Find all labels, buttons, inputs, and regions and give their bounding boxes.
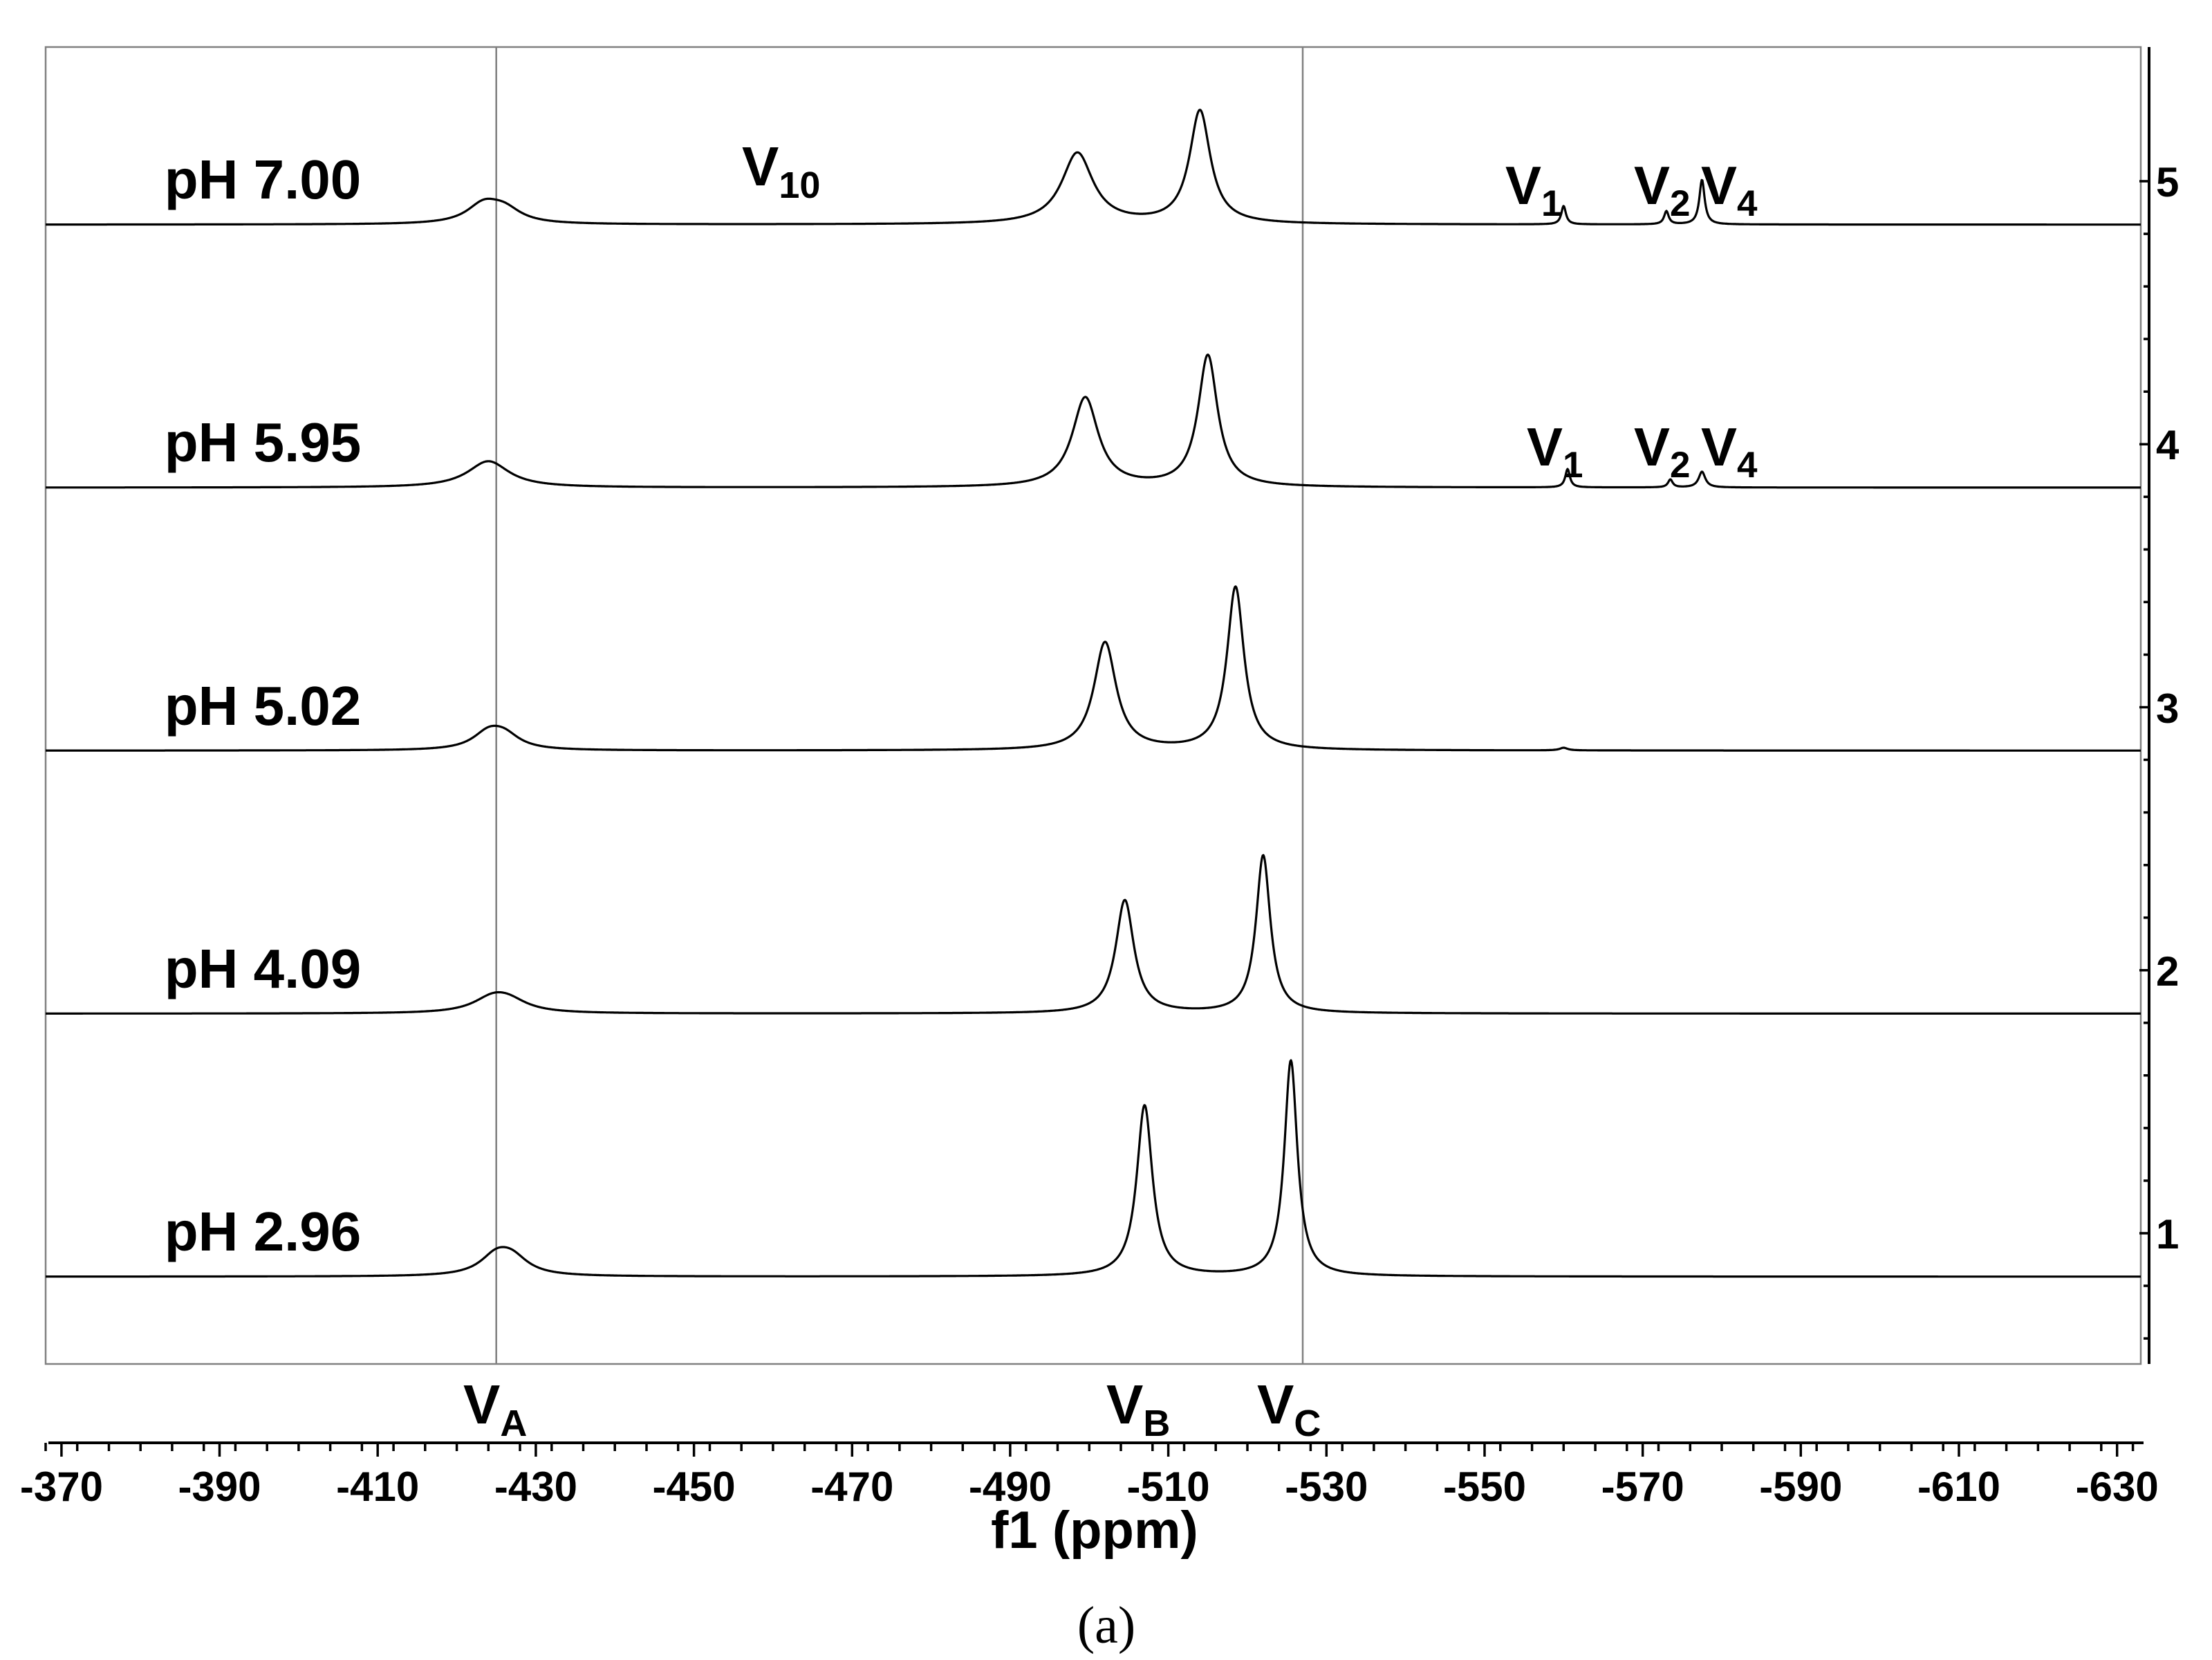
- x-tick-label: -450: [653, 1464, 736, 1510]
- annotation-row5-V1: V1: [1505, 155, 1562, 224]
- plot-frame: [44, 46, 2142, 1365]
- annotation-row5-V4: V4: [1701, 155, 1758, 224]
- x-tick-label: -590: [1759, 1464, 1842, 1510]
- x-tick-label: -550: [1443, 1464, 1526, 1510]
- y-axis: 1 2 3 4 5: [2139, 47, 2180, 1364]
- x-tick-label: -470: [810, 1464, 893, 1510]
- x-tick-label: -410: [336, 1464, 419, 1510]
- x-tick-label: -490: [969, 1464, 1052, 1510]
- x-axis-title: f1 (ppm): [991, 1501, 1198, 1560]
- x-tick-label: -430: [494, 1464, 577, 1510]
- ph-labels: pH 7.00 pH 5.95 pH 5.02 pH 4.09 pH 2.96: [165, 149, 362, 1262]
- trace-pH-7-00: [45, 109, 2141, 226]
- x-tick-label: -570: [1601, 1464, 1684, 1510]
- x-tick-label: -510: [1127, 1464, 1210, 1510]
- y-tick-label: 3: [2156, 685, 2179, 732]
- x-axis: -370 -390 -410 -430 -450 -470 -490 -510 -530 -550…: [20, 1441, 2159, 1510]
- trace-pH-5-95: [45, 353, 2141, 489]
- reference-lines: [495, 47, 1304, 1364]
- y-tick-label: 2: [2156, 948, 2179, 995]
- spectra-traces: [45, 109, 2141, 1278]
- annotation-VC: VC: [1257, 1374, 1321, 1444]
- label-pH-5-02: pH 5.02: [165, 675, 362, 737]
- annotation-row5-V2: V2: [1634, 155, 1691, 224]
- annotation-V10: V10: [742, 136, 820, 206]
- x-tick-label: -390: [178, 1464, 261, 1510]
- annotation-VB: VB: [1106, 1374, 1170, 1444]
- y-tick-label: 4: [2156, 422, 2180, 468]
- annotation-VA: VA: [463, 1374, 527, 1444]
- y-tick-label: 5: [2156, 159, 2179, 205]
- x-tick-label: -610: [1917, 1464, 2000, 1510]
- x-tick-label: -530: [1285, 1464, 1368, 1510]
- x-tick-label: -370: [20, 1464, 103, 1510]
- y-tick-label: 1: [2156, 1211, 2179, 1257]
- trace-pH-5-02: [45, 585, 2141, 752]
- label-pH-2-96: pH 2.96: [165, 1201, 362, 1262]
- trace-pH-4-09: [45, 854, 2141, 1015]
- label-pH-4-09: pH 4.09: [165, 938, 362, 999]
- figure-caption: (a): [1077, 1596, 1135, 1654]
- x-tick-label: -630: [2076, 1464, 2159, 1510]
- trace-pH-2-96: [45, 1059, 2141, 1278]
- annotation-row4-V2: V2: [1634, 416, 1691, 486]
- label-pH-7-00: pH 7.00: [165, 149, 362, 210]
- annotation-row4-V4: V4: [1701, 416, 1758, 486]
- annotation-row4-V1: V1: [1527, 416, 1583, 486]
- label-pH-5-95: pH 5.95: [165, 412, 362, 473]
